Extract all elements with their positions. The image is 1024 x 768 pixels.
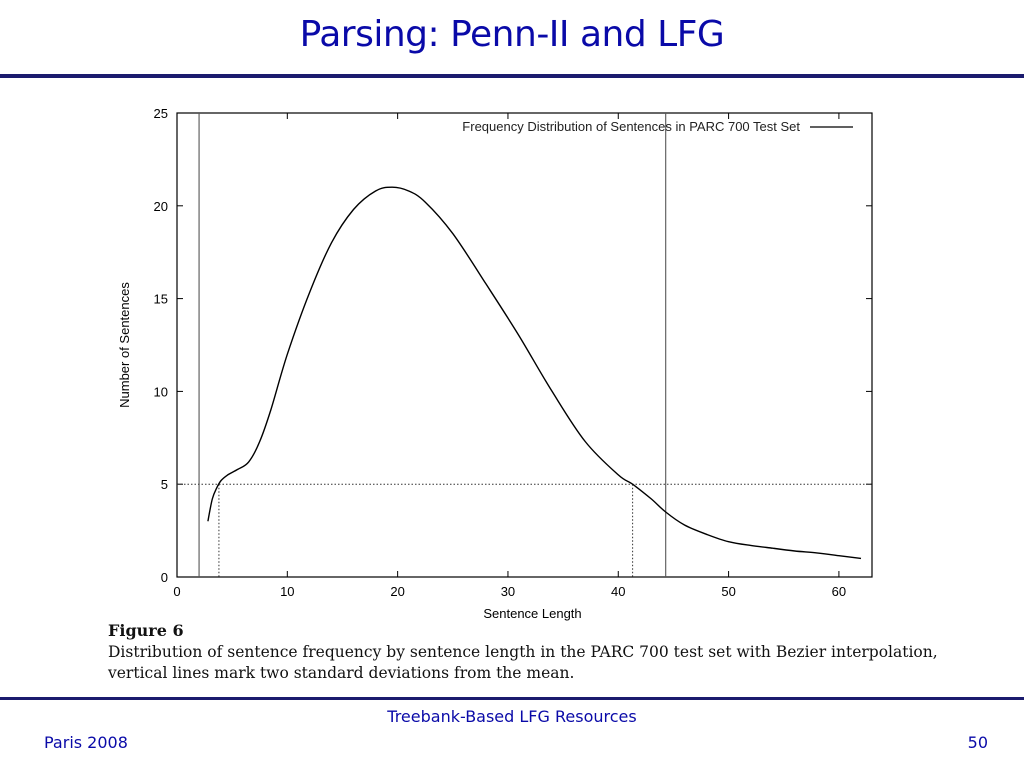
y-tick-label: 20 — [154, 199, 168, 214]
x-tick-label: 10 — [280, 584, 294, 599]
title-divider — [0, 74, 1024, 78]
y-tick-label: 10 — [154, 384, 168, 399]
frequency-chart: 0 10 20 30 40 50 60 0 5 10 15 20 25 Sentence Length Nu… — [117, 106, 873, 621]
x-tick-label: 20 — [390, 584, 404, 599]
slide-title: Parsing: Penn-II and LFG — [299, 14, 725, 55]
plot-frame — [176, 112, 873, 578]
y-axis-label: Number of Sentences — [117, 282, 132, 408]
x-tick-label: 40 — [611, 584, 625, 599]
y-tick-label: 25 — [154, 106, 168, 121]
footer-location-date: Paris 2008 — [44, 733, 128, 752]
footer-divider — [0, 697, 1024, 700]
x-tick-label: 50 — [721, 584, 735, 599]
figure-caption: Figure 6 Distribution of sentence freque… — [108, 620, 938, 684]
y-tick-label: 15 — [154, 292, 168, 307]
y-tick-label: 0 — [161, 570, 168, 585]
x-tick-label: 30 — [501, 584, 515, 599]
legend-label: Frequency Distribution of Sentences in P… — [462, 119, 800, 134]
caption-text: Distribution of sentence frequency by se… — [108, 643, 938, 682]
x-tick-label: 60 — [832, 584, 846, 599]
series-line — [207, 186, 862, 560]
page-number: 50 — [967, 733, 988, 752]
x-axis-label: Sentence Length — [483, 606, 581, 621]
y-tick-label: 5 — [161, 477, 168, 492]
caption-title: Figure 6 — [108, 621, 184, 640]
footer-title: Treebank-Based LFG Resources — [387, 707, 637, 726]
x-tick-label: 0 — [173, 584, 180, 599]
